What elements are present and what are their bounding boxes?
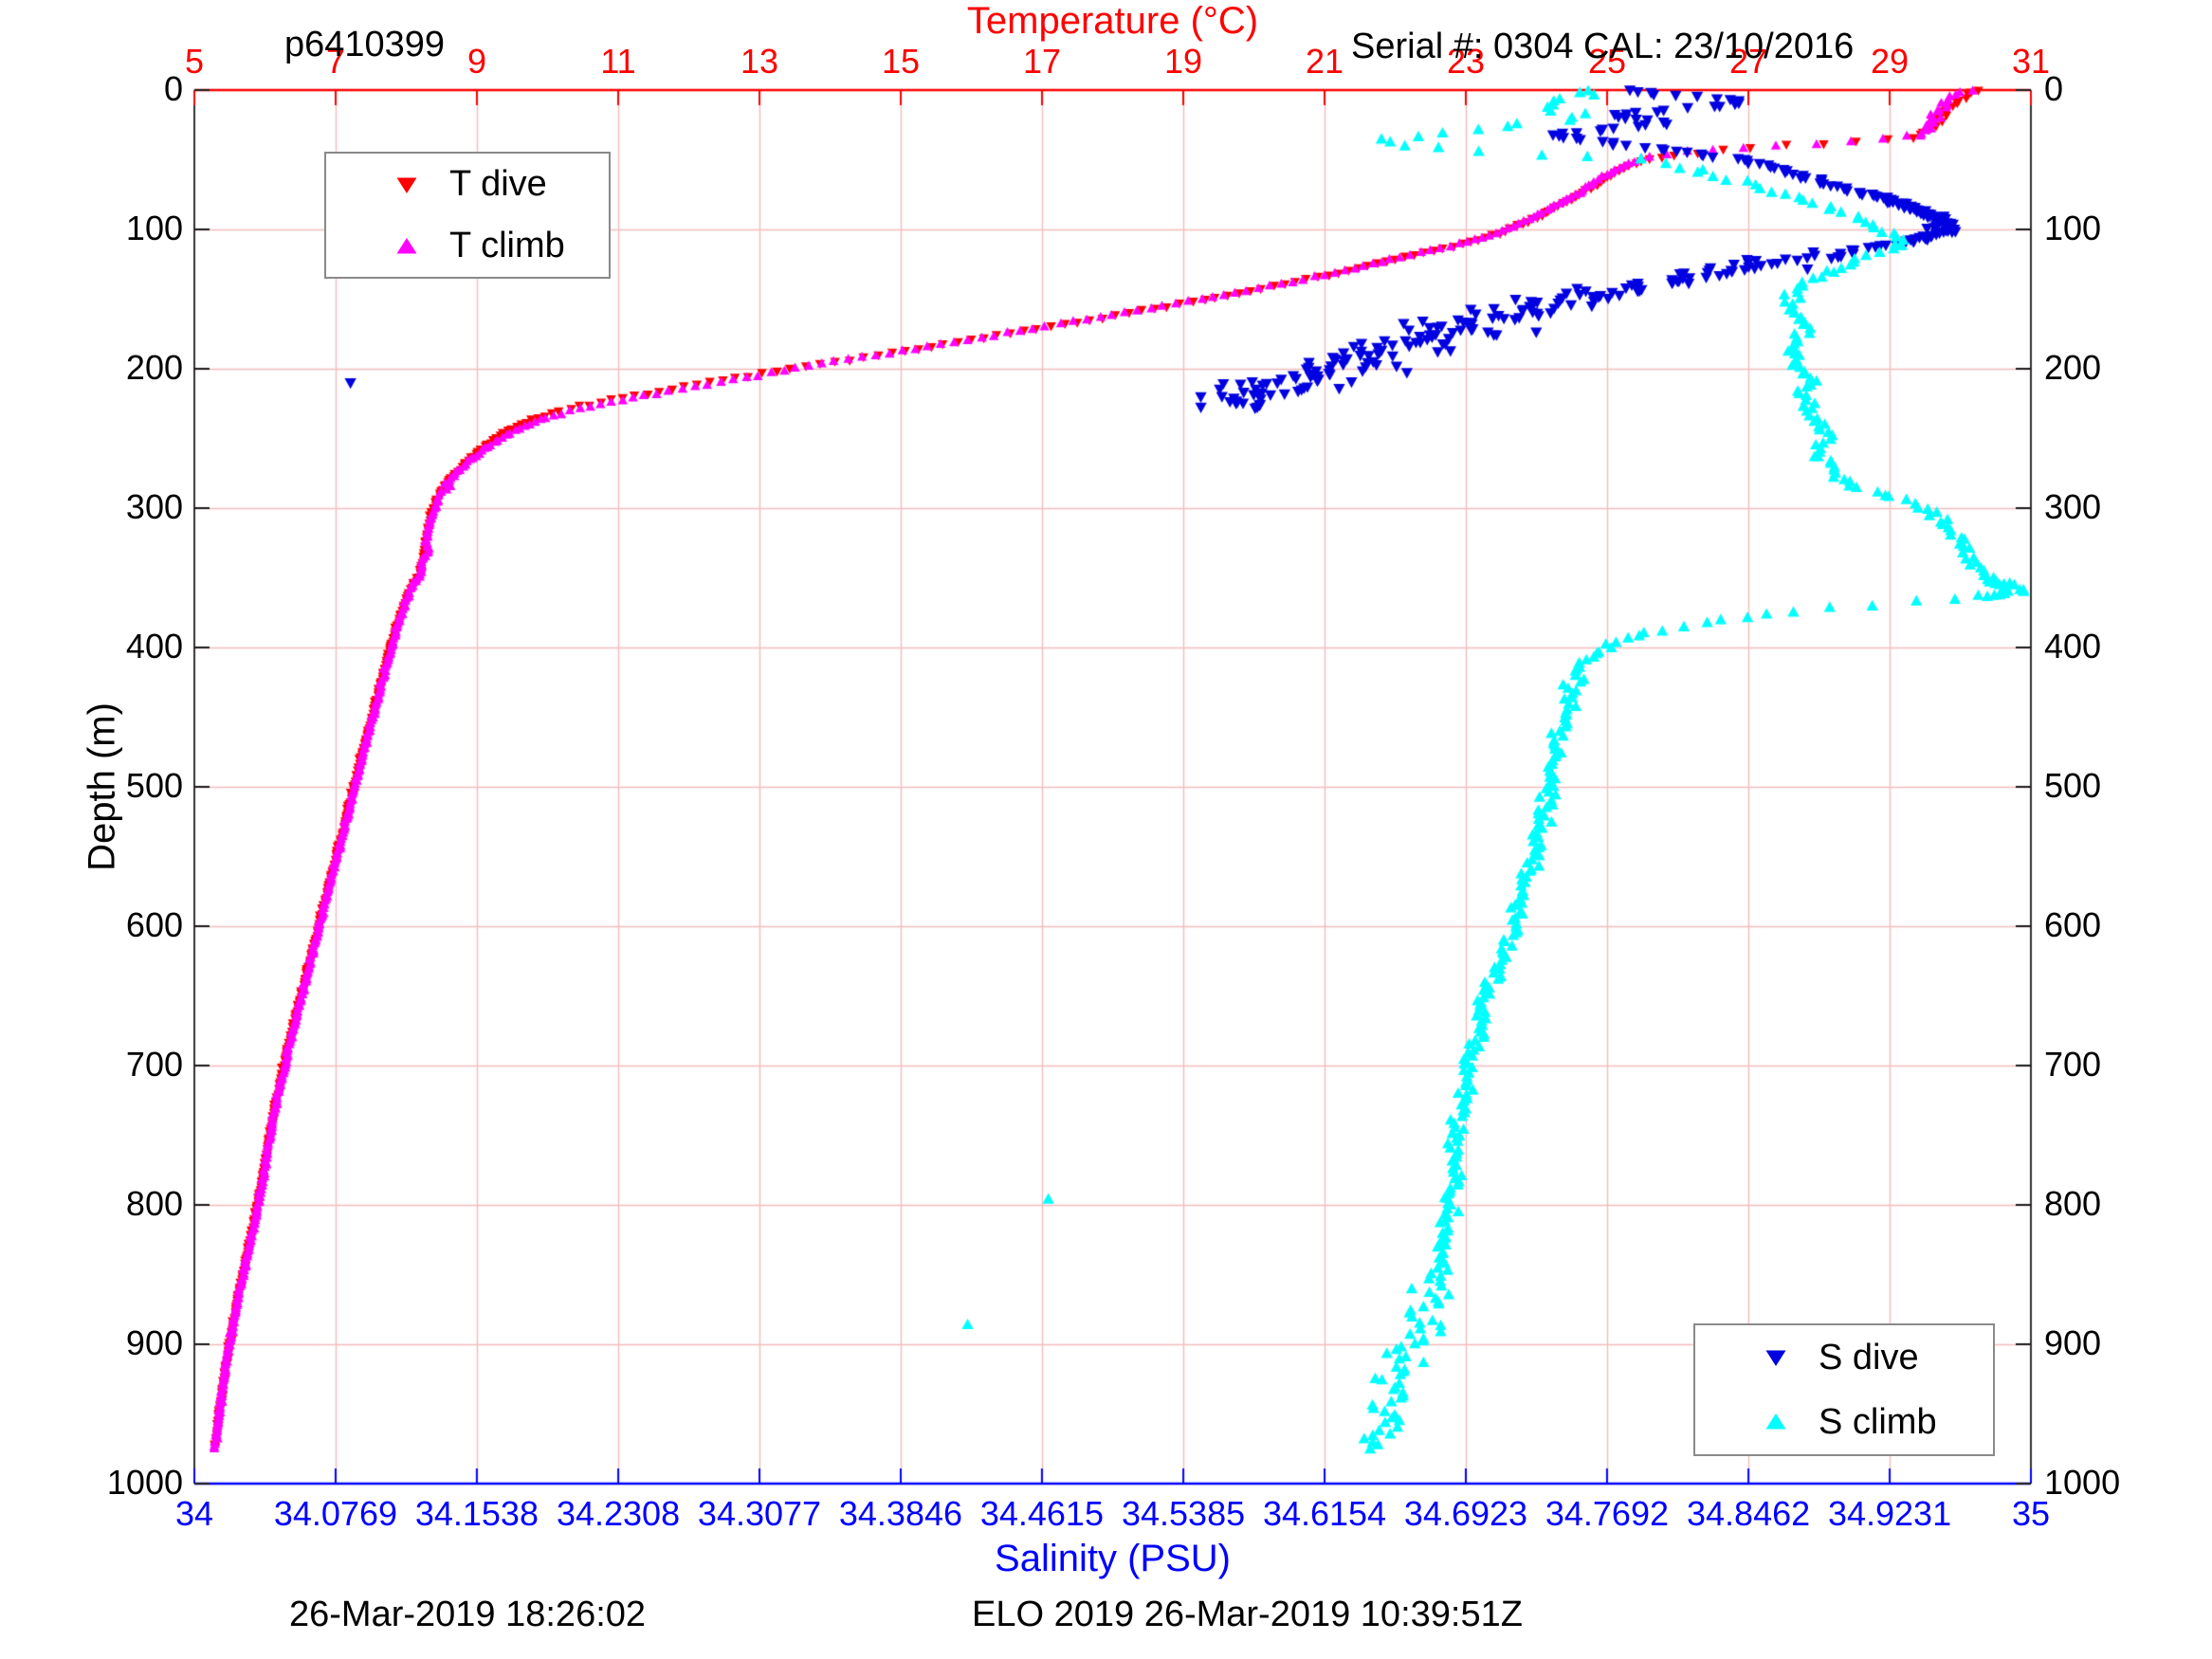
depth-axis-title: Depth (m) (81, 702, 123, 871)
legend-item-s-climb: S climb (1695, 1402, 1993, 1443)
legend-item-t-dive: T dive (326, 164, 609, 205)
legend-label-s-climb: S climb (1819, 1401, 1937, 1442)
salinity-legend: S dive S climb (1693, 1323, 1995, 1456)
footer-timestamp: 26-Mar-2019 18:26:02 (289, 1595, 647, 1634)
legend-label-t-dive: T dive (449, 164, 547, 204)
t-climb-marker-icon (396, 237, 417, 253)
t-dive-marker-icon (396, 177, 417, 193)
legend-item-s-dive: S dive (1695, 1338, 1993, 1378)
footer-mission-info: ELO 2019 26-Mar-2019 10:39:51Z (972, 1595, 1523, 1634)
s-dive-marker-icon (1765, 1350, 1786, 1366)
temperature-legend: T dive T climb (324, 152, 611, 279)
profile-id: p6410399 (284, 25, 446, 64)
legend-item-t-climb: T climb (326, 226, 609, 266)
legend-label-s-dive: S dive (1819, 1337, 1919, 1377)
legend-label-t-climb: T climb (449, 226, 565, 265)
temperature-axis-title: Temperature (°C) (966, 0, 1259, 42)
salinity-axis-title: Salinity (PSU) (995, 1538, 1231, 1579)
s-climb-marker-icon (1765, 1413, 1786, 1430)
serial-info: Serial #: 0304 CAL: 23/10/2016 (1351, 27, 1855, 66)
